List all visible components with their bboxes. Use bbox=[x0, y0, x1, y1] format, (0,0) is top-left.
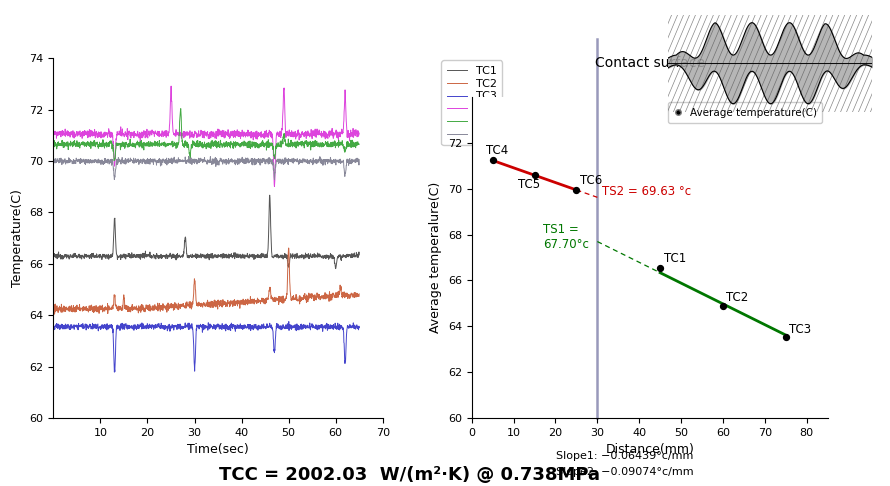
Y-axis label: Average temperalure(C): Average temperalure(C) bbox=[429, 182, 442, 333]
TC3 bbox=[54, 324, 65, 330]
TC3 bbox=[322, 324, 333, 330]
Line: TC5: TC5 bbox=[53, 109, 360, 161]
TC3 bbox=[283, 319, 294, 325]
TC6 bbox=[222, 160, 233, 166]
TC6 bbox=[183, 154, 194, 159]
TC6 bbox=[238, 158, 248, 164]
TC4 bbox=[269, 184, 279, 190]
TC2 bbox=[238, 301, 248, 307]
Text: TC5: TC5 bbox=[518, 178, 540, 191]
TC4 bbox=[222, 130, 233, 136]
Text: TC4: TC4 bbox=[486, 144, 508, 157]
TC1 bbox=[330, 266, 341, 272]
TC2 bbox=[49, 311, 60, 317]
TC5 bbox=[109, 158, 119, 164]
TC5 bbox=[238, 143, 248, 149]
TC5 bbox=[322, 144, 333, 150]
TC5 bbox=[48, 141, 59, 147]
TC4 bbox=[48, 133, 59, 139]
TC4 bbox=[354, 130, 365, 136]
TC5 bbox=[51, 142, 61, 148]
TC2 bbox=[283, 245, 294, 251]
TC2 bbox=[48, 304, 59, 310]
TC6 bbox=[269, 177, 279, 183]
TC5 bbox=[185, 152, 196, 157]
TC4 bbox=[322, 132, 333, 138]
TC4 bbox=[166, 83, 176, 89]
TC2 bbox=[185, 299, 196, 305]
TC3 bbox=[238, 323, 248, 329]
TC6 bbox=[51, 156, 61, 161]
Y-axis label: Temperature(C): Temperature(C) bbox=[11, 189, 24, 287]
TC4 bbox=[51, 131, 61, 137]
Line: TC1: TC1 bbox=[53, 195, 360, 269]
TC2 bbox=[54, 307, 65, 312]
TC1 bbox=[264, 192, 275, 198]
TC2 bbox=[354, 291, 365, 297]
Text: Slope2: −0.09074°c/mm: Slope2: −0.09074°c/mm bbox=[556, 468, 694, 477]
TC1 bbox=[354, 252, 365, 258]
TC5 bbox=[54, 142, 65, 148]
TC3 bbox=[109, 369, 120, 375]
Point bbox=[486, 156, 500, 164]
TC1 bbox=[54, 253, 65, 259]
TC5 bbox=[354, 141, 365, 147]
TC1 bbox=[222, 255, 232, 260]
Line: TC6: TC6 bbox=[53, 156, 360, 180]
TC6 bbox=[322, 157, 333, 163]
X-axis label: Distance(mm): Distance(mm) bbox=[605, 443, 694, 456]
Line: TC2: TC2 bbox=[53, 248, 360, 314]
Point bbox=[528, 171, 542, 179]
TC1 bbox=[51, 252, 61, 258]
TC6 bbox=[185, 160, 196, 166]
Point bbox=[653, 264, 668, 272]
Text: TC3: TC3 bbox=[789, 323, 812, 336]
TC2 bbox=[322, 292, 333, 298]
Line: TC4: TC4 bbox=[53, 86, 360, 187]
Line: TC3: TC3 bbox=[53, 322, 360, 372]
TC6 bbox=[54, 158, 65, 164]
TC4 bbox=[54, 131, 65, 137]
Point bbox=[779, 333, 793, 341]
Text: TC1: TC1 bbox=[664, 252, 686, 265]
Legend: TC1, TC2, TC3, TC4, TC5, TC6: TC1, TC2, TC3, TC4, TC5, TC6 bbox=[441, 60, 502, 145]
Point bbox=[716, 302, 730, 310]
TC4 bbox=[238, 131, 248, 137]
TC2 bbox=[222, 299, 233, 305]
TC3 bbox=[48, 323, 59, 329]
Point bbox=[570, 186, 584, 194]
TC1 bbox=[238, 251, 248, 257]
TC6 bbox=[354, 156, 365, 162]
Text: TS1 =
67.70°c: TS1 = 67.70°c bbox=[543, 224, 589, 251]
Text: Slope1: −0.06439°c/mm: Slope1: −0.06439°c/mm bbox=[556, 451, 693, 461]
TC1 bbox=[184, 254, 195, 260]
X-axis label: Time(sec): Time(sec) bbox=[187, 443, 249, 456]
TC3 bbox=[185, 324, 196, 330]
Legend: Average temperature(C): Average temperature(C) bbox=[668, 103, 822, 123]
TC2 bbox=[51, 306, 61, 312]
TC3 bbox=[51, 324, 61, 330]
Text: TS2 = 69.63 °c: TS2 = 69.63 °c bbox=[602, 185, 691, 198]
Text: TC6: TC6 bbox=[579, 174, 602, 187]
TC5 bbox=[222, 142, 233, 148]
Title: Contact surface: Contact surface bbox=[595, 55, 705, 69]
Text: TC2: TC2 bbox=[726, 291, 748, 304]
TC4 bbox=[185, 134, 196, 139]
TC1 bbox=[48, 254, 59, 260]
TC6 bbox=[48, 160, 59, 166]
Text: TCC = 2002.03  W/(m²·K) @ 0.738MPa: TCC = 2002.03 W/(m²·K) @ 0.738MPa bbox=[219, 466, 600, 484]
TC3 bbox=[354, 325, 365, 330]
TC5 bbox=[175, 106, 186, 112]
TC3 bbox=[222, 327, 233, 332]
TC1 bbox=[321, 252, 332, 258]
